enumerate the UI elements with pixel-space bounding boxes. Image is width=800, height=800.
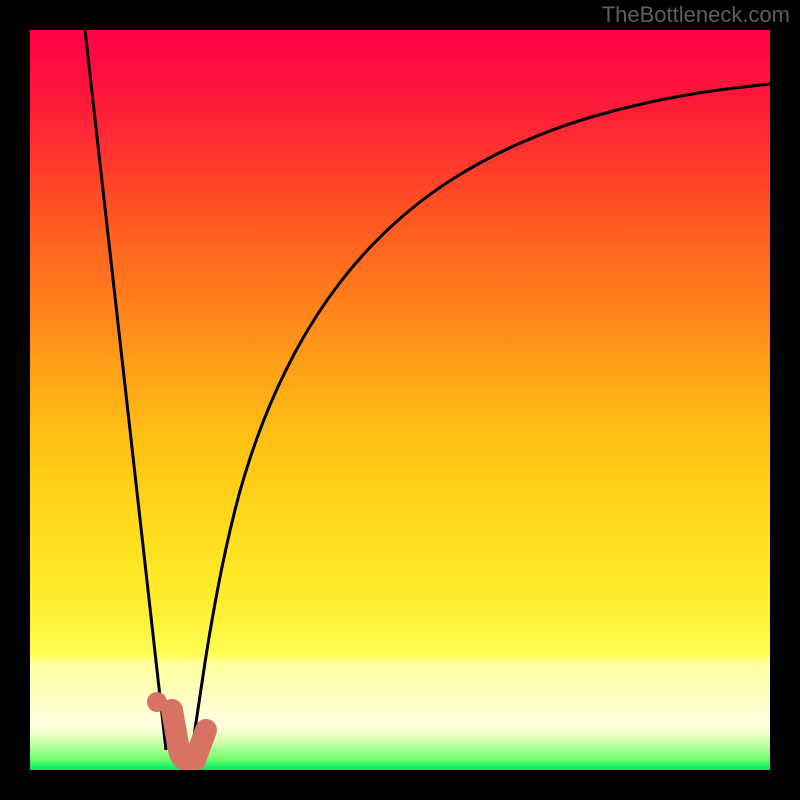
right-growth-curve — [192, 84, 770, 750]
chart-container: TheBottleneck.com — [0, 0, 800, 800]
watermark-text: TheBottleneck.com — [602, 2, 790, 28]
marker-hook — [172, 710, 206, 761]
chart-svg — [30, 30, 770, 770]
left-descent-line — [85, 30, 166, 750]
